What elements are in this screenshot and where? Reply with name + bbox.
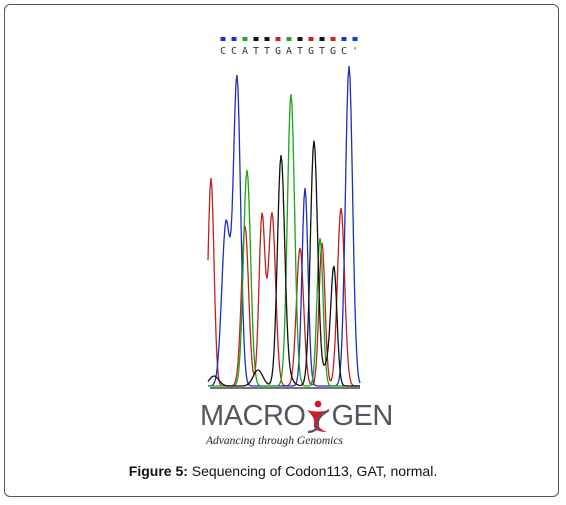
logo-word-right: GEN xyxy=(331,400,393,432)
figure-caption: Figure 5: Sequencing of Codon113, GAT, n… xyxy=(0,463,566,479)
figure-caption-text: Sequencing of Codon113, GAT, normal. xyxy=(187,463,438,479)
base-marker xyxy=(352,37,358,41)
logo-wordmark: MACRO GEN xyxy=(200,398,393,434)
base-letter: C xyxy=(341,46,347,57)
logo-tagline: Advancing through Genomics xyxy=(206,435,343,447)
base-letter: T xyxy=(253,46,259,57)
base-letter: ' xyxy=(352,46,358,57)
base-marker xyxy=(319,37,325,41)
base-letter: G xyxy=(308,46,314,57)
base-marker xyxy=(264,37,270,41)
logo-figure-icon xyxy=(305,398,331,434)
chromatogram: C C A T T G A T G T G C ' xyxy=(207,37,361,389)
base-marker xyxy=(231,37,237,41)
base-letter: G xyxy=(275,46,281,57)
macrogen-logo: MACRO GEN Advancing through Genomics xyxy=(200,398,393,458)
base-marker xyxy=(275,37,281,41)
base-letter: T xyxy=(264,46,270,57)
base-marker xyxy=(242,37,248,41)
base-marker xyxy=(330,37,336,41)
sequence-traces xyxy=(207,65,361,387)
base-marker xyxy=(286,37,292,41)
base-letter: T xyxy=(297,46,303,57)
base-marker xyxy=(308,37,314,41)
base-marker xyxy=(253,37,259,41)
figure-frame xyxy=(4,4,559,497)
trace-g xyxy=(207,140,360,387)
base-letter: A xyxy=(286,46,292,57)
base-call-markers xyxy=(220,37,358,41)
base-marker xyxy=(297,37,303,41)
base-marker xyxy=(341,37,347,41)
figure-label: Figure 5: xyxy=(128,463,188,479)
base-letter: C xyxy=(220,46,226,57)
base-letter: G xyxy=(330,46,336,57)
base-call-letters: C C A T T G A T G T G C ' xyxy=(220,46,358,57)
logo-word-left: MACRO xyxy=(200,400,306,432)
base-marker xyxy=(220,37,226,41)
base-letter: A xyxy=(242,46,248,57)
base-letter: C xyxy=(231,46,237,57)
base-letter: T xyxy=(319,46,325,57)
